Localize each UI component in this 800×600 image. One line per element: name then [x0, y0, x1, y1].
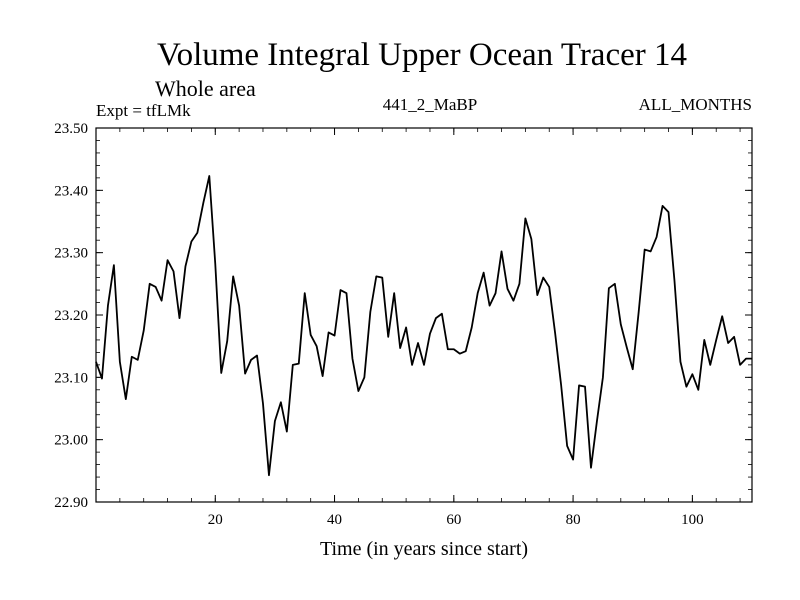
chart-title: Volume Integral Upper Ocean Tracer 14 [157, 37, 687, 73]
y-tick-label: 23.40 [54, 183, 88, 199]
series-layer [95, 175, 752, 477]
x-tick-label: 60 [446, 512, 461, 528]
plot-frame [95, 127, 753, 503]
y-tick-label: 22.90 [54, 495, 88, 511]
x-axis-label: Time (in years since start) [320, 538, 528, 560]
x-tick-label: 100 [681, 512, 704, 528]
y-tick-label: 23.30 [54, 246, 88, 262]
run-label: 441_2_MaBP [383, 95, 477, 114]
experiment-label: Expt = tfLMk [96, 101, 191, 120]
chart-subtitle: Whole area [155, 76, 256, 101]
series-line [95, 175, 752, 477]
x-axis: 20 40 60 80 100 [119, 128, 741, 528]
y-tick-label: 23.00 [54, 433, 88, 449]
months-label: ALL_MONTHS [639, 95, 752, 114]
y-tick-label: 23.20 [54, 308, 88, 324]
x-tick-label: 20 [208, 512, 223, 528]
x-tick-label: 40 [327, 512, 342, 528]
y-axis: 22.90 23.00 23.10 23.20 23.30 23.40 23.50 [54, 121, 752, 511]
y-tick-label: 23.50 [54, 121, 88, 137]
y-tick-label: 23.10 [54, 370, 88, 386]
x-tick-label: 80 [566, 512, 581, 528]
